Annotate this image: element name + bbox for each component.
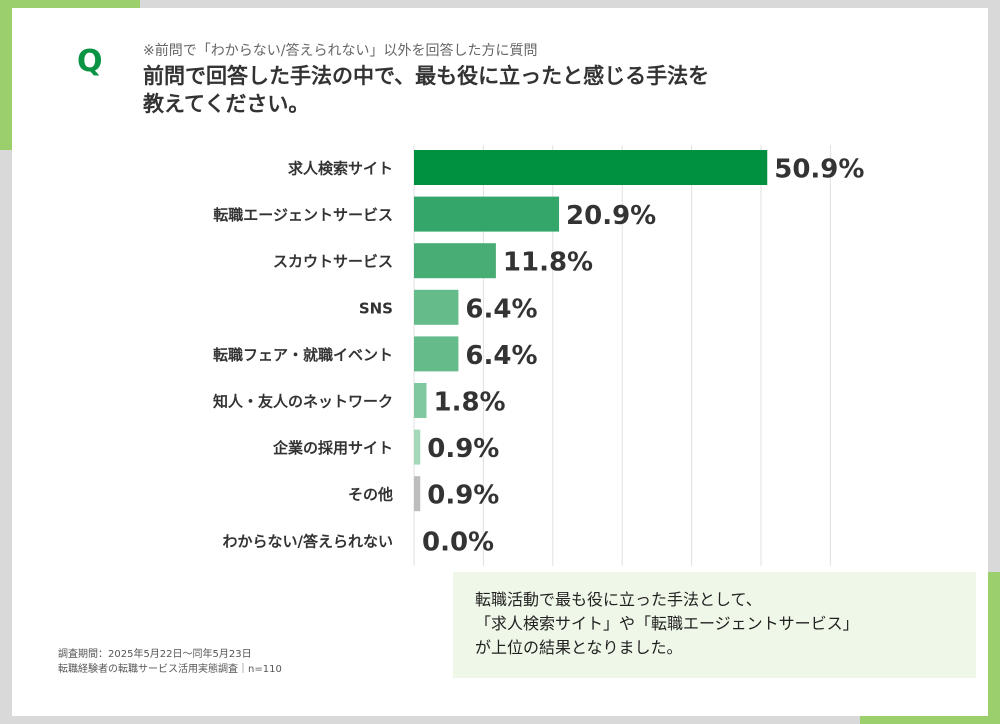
value-label: 6.4% [465, 341, 537, 371]
category-label: その他 [348, 486, 393, 504]
category-label: 求人検索サイト [288, 160, 393, 178]
bar [414, 476, 421, 512]
bar [414, 383, 427, 418]
category-label: 企業の採用サイト [272, 439, 393, 457]
bar [414, 196, 560, 232]
corner-accent-left [0, 0, 12, 150]
value-label: 6.4% [465, 294, 537, 324]
value-label: 0.9% [427, 434, 499, 464]
survey-footer: 調査期間：2025年5月22日〜同年5月23日 転職経験者の転職サービス活用実態… [58, 647, 282, 677]
bar [414, 243, 496, 279]
category-label: 転職エージェントサービス [213, 206, 393, 224]
bar [414, 150, 768, 185]
category-label: わからない/答えられない [223, 532, 393, 550]
summary-line: が上位の結果となりました。 [475, 638, 683, 657]
category-label: 知人・友人のネットワーク [213, 393, 393, 411]
bar [414, 289, 459, 325]
summary-line: 転職活動で最も役に立った手法として、 [475, 590, 762, 609]
bar [414, 336, 459, 372]
title-line: 教えてください。 [143, 92, 310, 116]
corner-accent-right [988, 572, 1000, 724]
summary-line: 「求人検索サイト」や「転職エージェントサービス」 [475, 614, 859, 633]
value-label: 0.0% [422, 527, 494, 557]
category-label: SNS [359, 299, 393, 317]
bar [414, 429, 421, 465]
value-label: 0.9% [427, 481, 499, 511]
value-label: 50.9% [774, 155, 864, 185]
value-label: 1.8% [433, 388, 505, 418]
corner-accent-bottom [860, 716, 1000, 724]
question-note: ※前問で「わからない/答えられない」以外を回答した方に質問 [143, 43, 538, 59]
survey-source: 転職経験者の転職サービス活用実態調査｜n=110 [58, 664, 282, 675]
summary-box: 転職活動で最も役に立った手法として、 「求人検索サイト」や「転職エージェントサー… [453, 572, 976, 678]
category-label: スカウトサービス [273, 253, 393, 271]
survey-period: 調査期間：2025年5月22日〜同年5月23日 [58, 649, 252, 660]
question-mark: Q [77, 44, 103, 79]
title-line: 前問で回答した手法の中で、最も役に立ったと感じる手法を [143, 64, 710, 88]
category-label: 転職フェア・就職イベント [213, 346, 393, 364]
question-title: 前問で回答した手法の中で、最も役に立ったと感じる手法を 教えてください。 [143, 62, 709, 118]
value-label: 20.9% [566, 201, 656, 231]
value-label: 11.8% [503, 248, 593, 278]
